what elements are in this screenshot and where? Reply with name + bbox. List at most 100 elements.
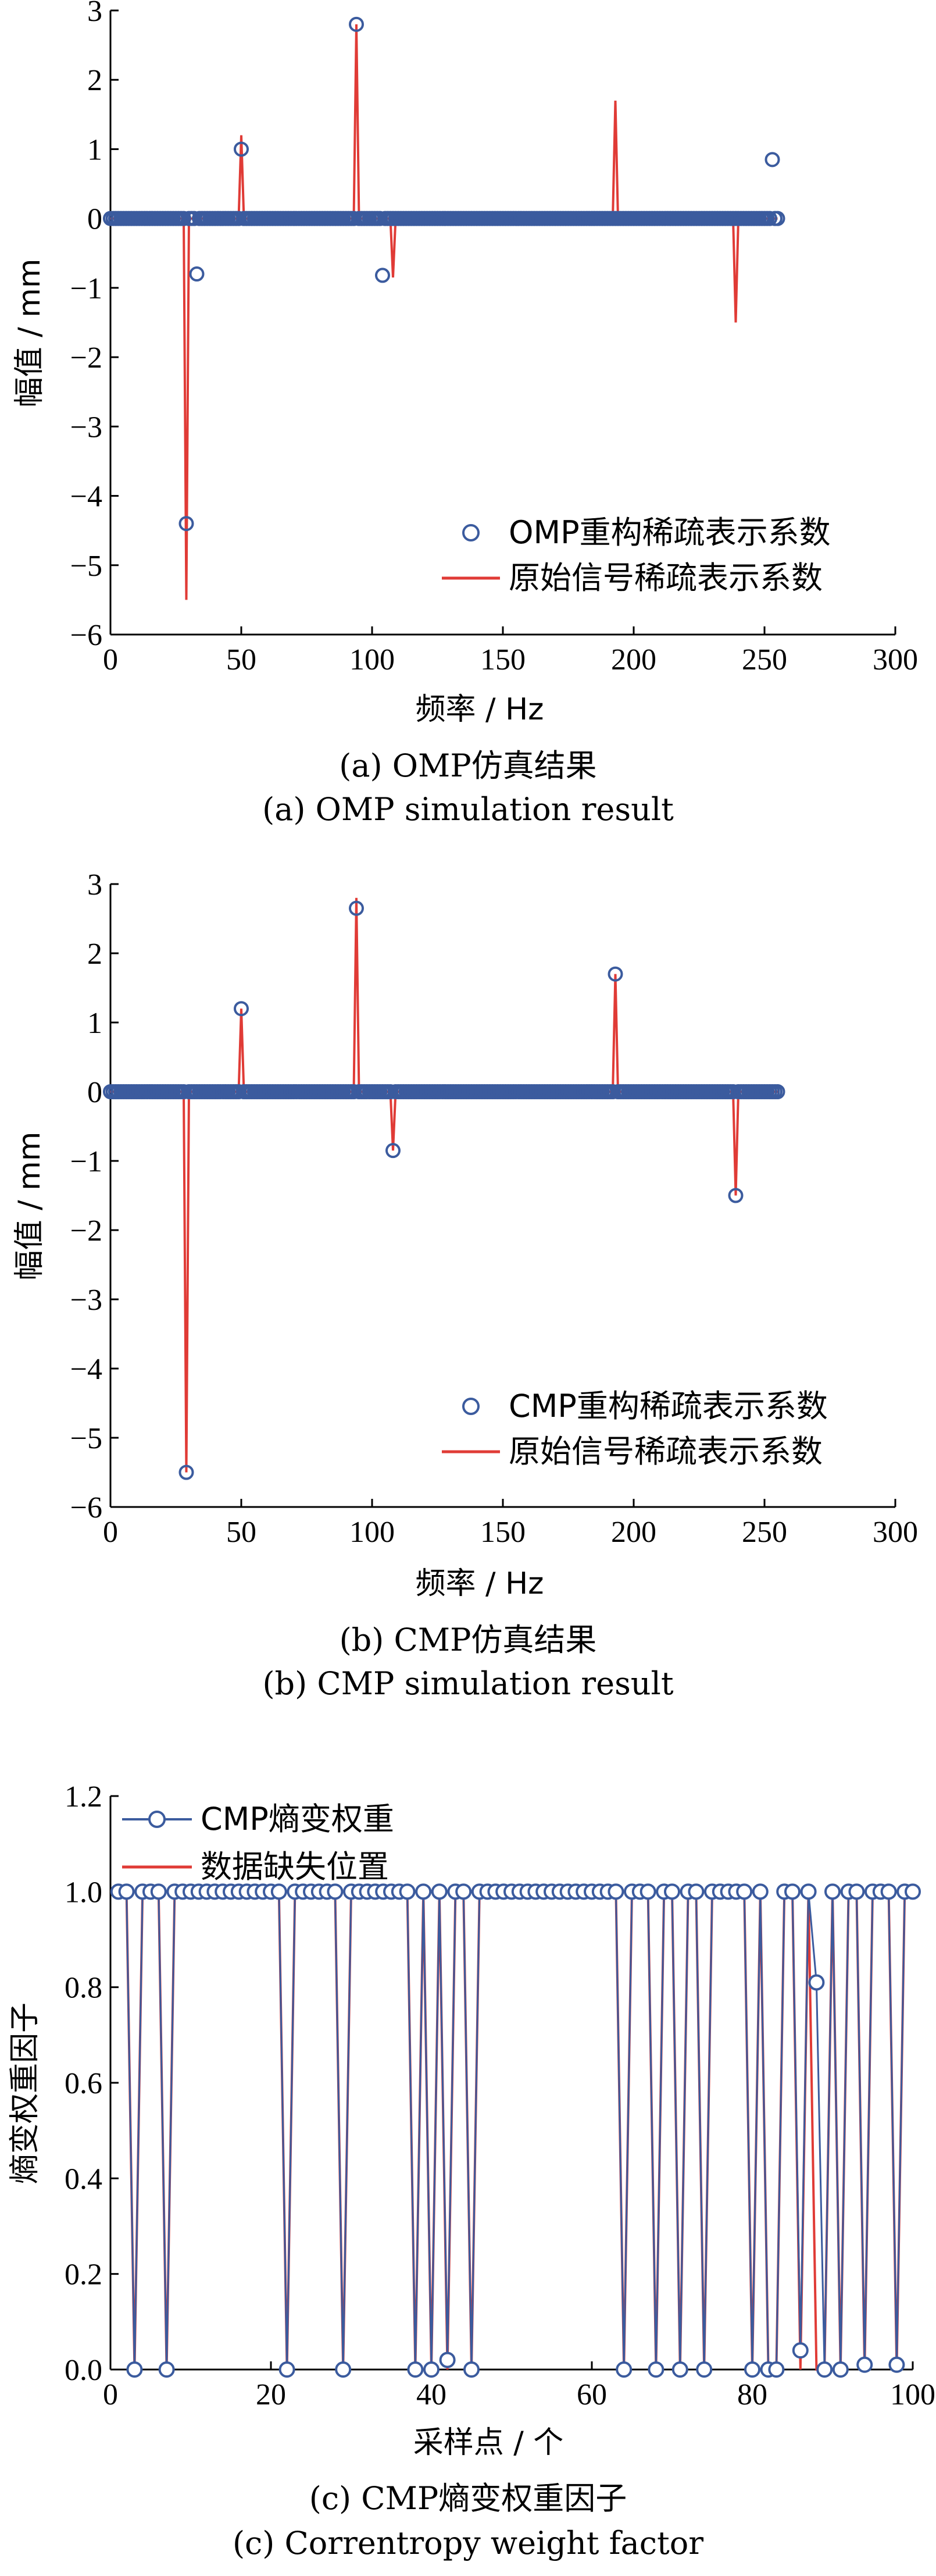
x-tick-label: 80 [737,2378,767,2411]
data-point [664,1883,680,1900]
x-tick-label: 200 [611,643,656,676]
data-point [764,152,780,168]
data-point [770,1084,785,1099]
y-tick-label: 3 [87,868,102,902]
data-point [648,2361,665,2378]
y-tick-label: 2 [87,938,102,971]
data-point [423,2361,440,2378]
data-point [762,211,777,226]
y-axis-label: 熵变权重因子 [8,2003,42,2184]
data-point [349,900,364,916]
x-tick-label: 250 [742,1516,787,1549]
caption-en: (c) Correntropy weight factor [233,2525,703,2561]
series-line-original [110,897,778,1473]
x-axis-label: 频率 / Hz [416,692,544,727]
x-axis-label: 采样点 / 个 [413,2425,564,2460]
data-point [375,268,390,283]
caption-cn: (a) OMP仿真结果 [339,747,596,784]
x-tick-label: 250 [742,643,787,676]
data-point [158,2361,175,2378]
data-point [696,2361,713,2378]
y-tick-label: 0.4 [65,2162,102,2196]
y-tick-label: 3 [87,0,102,28]
data-point [385,1143,401,1159]
data-point [335,2361,352,2378]
series-markers [110,1883,921,2378]
y-tick-label: 0.2 [65,2258,102,2292]
y-axis-label: 幅值 / mm [12,259,47,408]
caption-en: (b) CMP simulation result [262,1665,673,1702]
data-point [608,1883,624,1900]
data-point [752,1883,769,1900]
y-tick-label: −5 [70,1422,102,1455]
legend-label-2: 数据缺失位置 [201,1848,389,1885]
data-point [688,1883,705,1900]
data-point [792,2342,809,2359]
y-tick-label: 1.2 [65,1780,102,1813]
x-tick-label: 150 [480,643,526,676]
x-tick-label: 100 [349,643,395,676]
y-tick-label: −2 [70,1214,102,1248]
data-point [415,1883,432,1900]
x-tick-label: 100 [890,2378,935,2411]
data-point [118,1883,135,1900]
data-point [640,1883,656,1900]
data-point [816,2361,833,2378]
y-tick-label: −4 [70,480,102,514]
x-axis-label: 频率 / Hz [416,1566,544,1601]
legend-label-1: CMP重构稀疏表示系数 [509,1388,828,1424]
data-point [888,2356,905,2373]
data-point [463,2361,480,2378]
data-point [407,2361,424,2378]
x-tick-label: 50 [226,643,256,676]
data-point [770,211,785,226]
y-tick-label: −2 [70,341,102,375]
x-tick-label: 100 [349,1516,395,1549]
x-tick-label: 60 [577,2378,607,2411]
y-tick-label: 2 [87,64,102,97]
data-point [608,966,623,982]
x-tick-label: 300 [873,1516,918,1549]
data-point [270,1883,287,1900]
data-point [399,1883,416,1900]
data-point [736,1883,753,1900]
x-tick-label: 50 [226,1516,256,1549]
data-point [150,1883,167,1900]
x-tick-label: 40 [416,2378,446,2411]
data-point [278,2361,295,2378]
data-point [880,1883,897,1900]
data-point [234,1001,249,1017]
y-tick-label: 0.6 [65,2067,102,2100]
y-axis-label: 幅值 / mm [12,1132,47,1281]
data-point [234,141,249,157]
data-point [439,2351,456,2368]
y-tick-label: 0 [87,203,102,236]
data-point [178,1465,194,1480]
data-point [848,1883,865,1900]
y-tick-label: −1 [70,1145,102,1178]
y-tick-label: 1 [87,1007,102,1040]
y-tick-label: −6 [70,619,102,652]
data-point [800,1883,817,1900]
data-point [176,211,191,226]
data-point [856,2356,873,2373]
legend-marker-icon [462,1398,480,1415]
caption-cn: (c) CMP熵变权重因子 [309,2480,627,2517]
y-tick-label: −3 [70,411,102,444]
chart-2: 0 50 100 150 200 250 300 −6 −5 −4 −3 −2 −1 0 1 2 3 频率 / H… [12,868,918,1702]
y-tick-label: 0.0 [65,2354,102,2387]
legend-label-1: CMP熵变权重 [201,1801,394,1837]
series-line-weight [118,1890,913,2371]
data-point [327,1883,344,1900]
data-point [616,2361,633,2378]
x-tick-label: 200 [611,1516,656,1549]
data-point [784,1883,801,1900]
y-tick-label: 0 [87,1076,102,1109]
legend-label-1: OMP重构稀疏表示系数 [509,514,831,551]
y-tick-label: −1 [70,272,102,305]
data-point [808,1974,825,1991]
x-tick-label: 150 [480,1516,526,1549]
caption-en: (a) OMP simulation result [262,791,674,828]
legend-marker-icon [148,1811,166,1828]
